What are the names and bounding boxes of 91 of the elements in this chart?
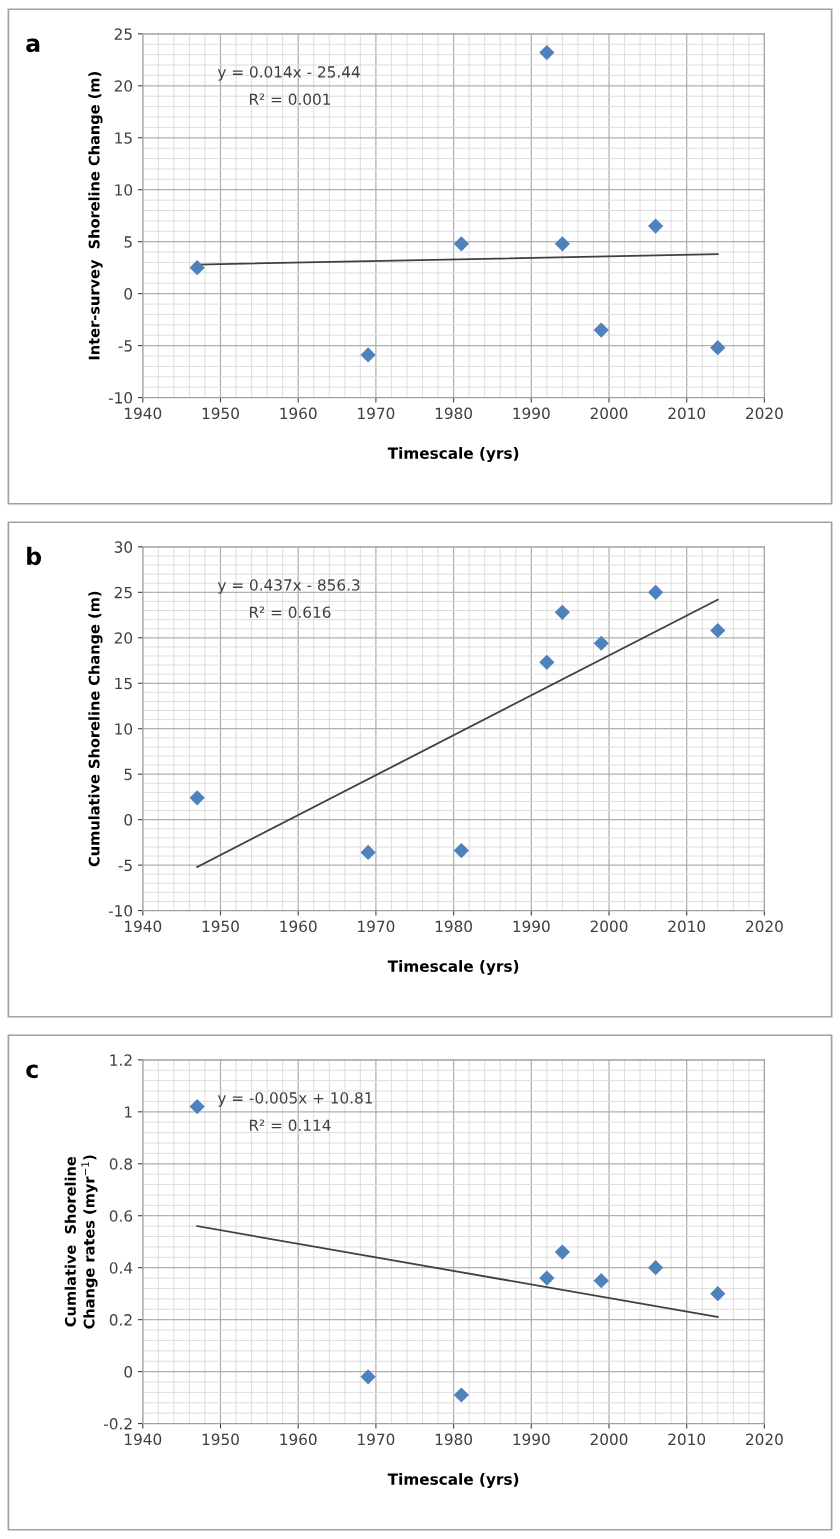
point (360, 844, 376, 860)
x-tick-label: 2010 (668, 407, 706, 420)
point (360, 347, 376, 363)
point (710, 340, 726, 356)
x-tick-label: 2000 (590, 920, 628, 933)
y-tick-label: 0.4 (109, 1262, 133, 1274)
point (593, 322, 609, 338)
y-tick-label: 20 (114, 632, 133, 644)
point (453, 842, 469, 859)
point (539, 1270, 555, 1286)
x-tick-label: 1980 (435, 920, 473, 933)
annotation: R² = 0.001 (249, 93, 331, 105)
x-tick-label: 1940 (125, 920, 162, 933)
x-tick-label: 2020 (746, 1433, 783, 1446)
x-axis-title: Timescale (yrs) (387, 447, 519, 462)
x-tick-label: 1970 (358, 407, 395, 420)
y-tick-label: 20 (114, 80, 133, 92)
point (710, 1286, 726, 1302)
y-tick-label: -10 (108, 392, 133, 404)
annotation: y = 0.437x - 856.3 (217, 579, 360, 594)
x-tick-label: 1940 (125, 407, 162, 420)
x-axis-title: Timescale (yrs) (387, 960, 519, 975)
x-tick-label: 1970 (358, 920, 395, 933)
y-tick-label: 1 (125, 1106, 132, 1118)
y-tick-label: -5 (118, 859, 132, 872)
y-tick-label: 5 (124, 768, 132, 781)
chart-title: c (26, 1064, 38, 1079)
x-tick-label: 1960 (280, 920, 317, 933)
y-tick-label: 25 (114, 28, 132, 40)
y-tick-label: 30 (114, 541, 133, 553)
chart-title: a (26, 38, 40, 53)
x-tick-label: 1990 (513, 1433, 550, 1446)
y-axis-title: Cumlative Shoreline Change rates (myr$^{−1}$) (64, 1155, 98, 1329)
point (554, 1244, 570, 1260)
x-tick-label: 2010 (668, 1433, 706, 1446)
x-tick-label: 1990 (513, 920, 550, 933)
x-tick-label: 1940 (125, 1433, 162, 1446)
y-tick-label: -0.2 (104, 1418, 132, 1430)
point (539, 44, 555, 61)
x-tick-label: 1960 (280, 1433, 317, 1446)
annotation: R² = 0.114 (249, 1119, 331, 1131)
point (648, 1260, 664, 1276)
annotation: y = 0.014x - 25.44 (217, 66, 360, 81)
point (453, 1387, 469, 1403)
y-tick-label: 0.2 (109, 1314, 132, 1326)
x-tick-label: 1970 (358, 1433, 395, 1446)
x-tick-label: 1980 (435, 407, 473, 420)
y-tick-label: 0.8 (109, 1158, 133, 1170)
point (593, 635, 609, 651)
y-axis-title: Inter-survey Shoreline Change (m) (88, 72, 103, 360)
x-tick-label: 2020 (746, 920, 783, 933)
y-tick-label: 0 (124, 814, 133, 826)
point (189, 1099, 205, 1115)
chart-title: b (27, 546, 42, 566)
annotation: R² = 0.616 (249, 606, 331, 618)
y-tick-label: 15 (115, 132, 132, 144)
x-tick-label: 1960 (280, 407, 317, 420)
x-tick-label: 1950 (202, 920, 239, 933)
point (554, 604, 570, 620)
x-tick-label: 2020 (746, 407, 783, 420)
point (189, 260, 205, 276)
x-tick-label: 2000 (590, 1433, 628, 1446)
y-tick-label: 0 (124, 288, 133, 300)
x-axis-title: Timescale (yrs) (387, 1473, 519, 1488)
y-tick-label: 0.6 (109, 1210, 133, 1222)
x-tick-label: 1950 (202, 1433, 239, 1446)
point (648, 218, 664, 234)
y-tick-label: 5 (124, 236, 132, 248)
point (710, 622, 726, 639)
y-tick-label: -5 (118, 340, 132, 352)
x-tick-label: 1990 (513, 407, 550, 420)
x-tick-label: 1980 (435, 1433, 473, 1446)
y-tick-label: -10 (108, 905, 133, 917)
x-tick-label: 2010 (668, 920, 706, 933)
x-tick-label: 2000 (590, 407, 628, 420)
y-tick-label: 15 (115, 677, 132, 690)
y-axis-title: Cumulative Shoreline Change (m) (88, 591, 103, 867)
x-tick-label: 1950 (202, 407, 239, 420)
y-tick-label: 0 (124, 1366, 133, 1378)
point (453, 236, 469, 252)
point (539, 654, 555, 670)
point (554, 236, 570, 252)
point (648, 584, 664, 600)
y-tick-label: 10 (115, 184, 133, 196)
annotation: y = -0.005x + 10.81 (217, 1092, 373, 1107)
point (189, 790, 205, 806)
y-tick-label: 10 (115, 723, 133, 735)
y-tick-label: 1.2 (110, 1054, 132, 1066)
y-tick-label: 25 (114, 586, 132, 599)
point (360, 1369, 376, 1385)
point (593, 1273, 609, 1289)
